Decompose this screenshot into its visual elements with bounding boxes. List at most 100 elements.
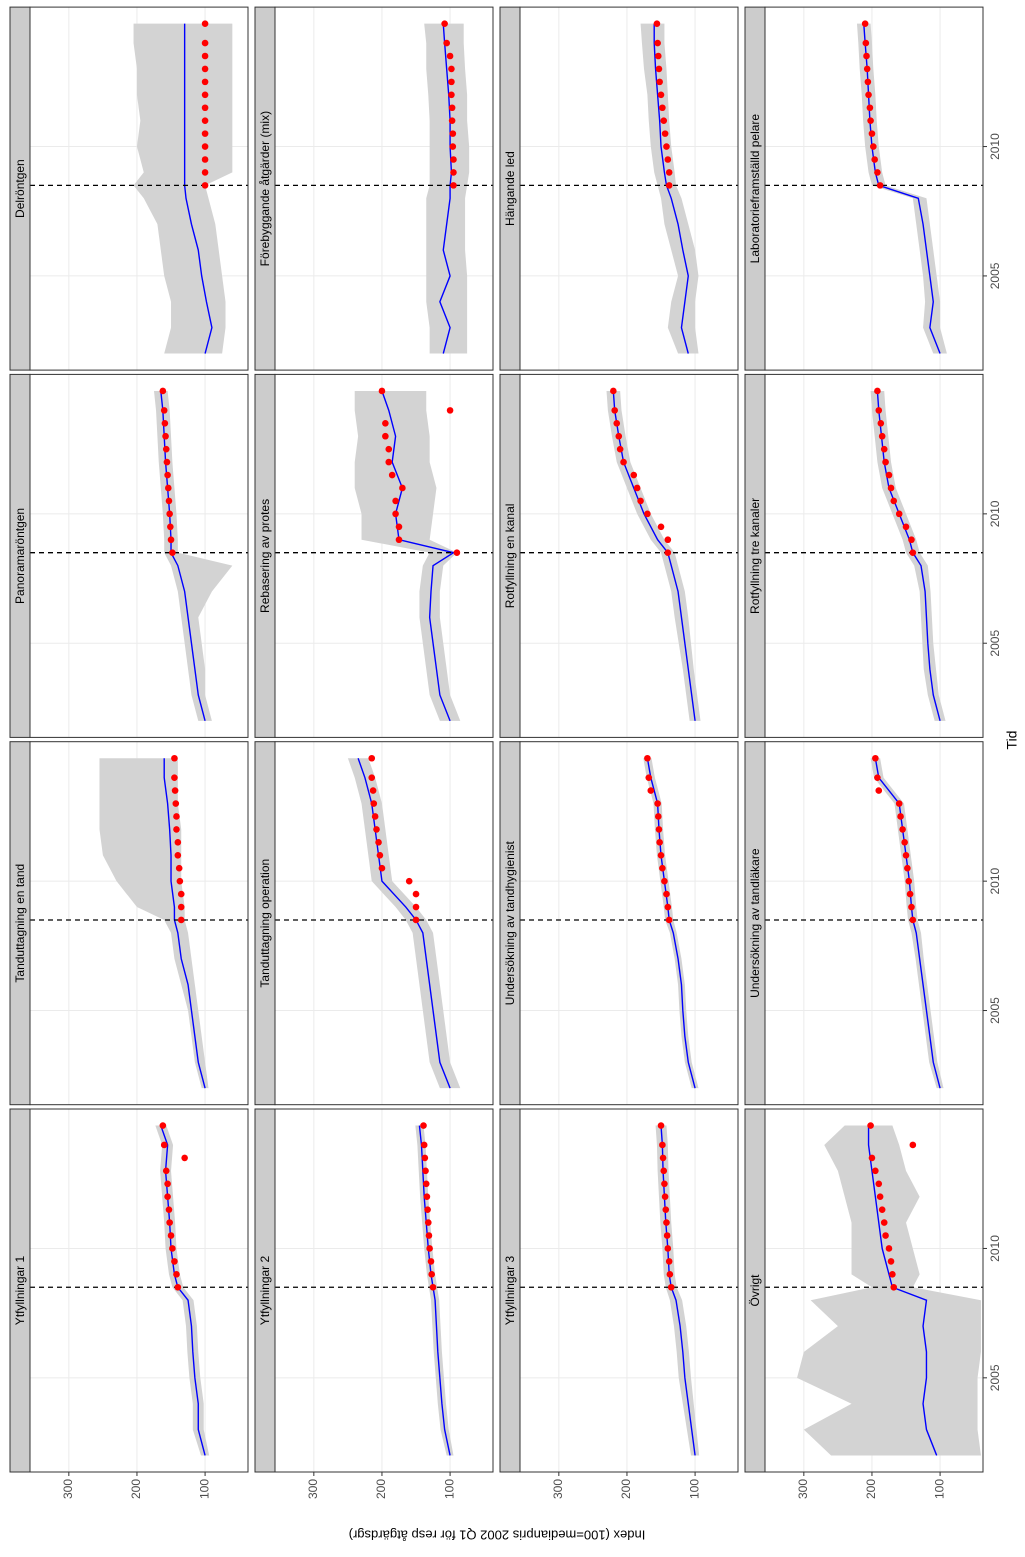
strip [744, 1108, 766, 1473]
price-point [441, 20, 448, 27]
price-point [905, 877, 913, 885]
price-point [395, 536, 403, 544]
price-point [654, 813, 662, 820]
price-point [164, 484, 172, 492]
price-point [450, 156, 457, 163]
price-point [656, 839, 663, 846]
price-point [909, 549, 917, 556]
price-point [656, 78, 663, 86]
price-point [392, 510, 399, 518]
price-point [889, 1271, 896, 1278]
price-point [424, 1206, 431, 1213]
confidence-band [856, 23, 947, 354]
strip [254, 373, 276, 738]
price-point [162, 1167, 170, 1175]
strip [499, 741, 521, 1106]
strip [499, 373, 521, 738]
x-tick-label: 2010 [988, 500, 1002, 527]
price-point [385, 458, 393, 466]
price-point [895, 800, 903, 807]
price-point [420, 1141, 428, 1149]
price-point [201, 39, 209, 47]
price-point [657, 91, 665, 99]
price-point [201, 91, 209, 99]
price-point [880, 445, 888, 453]
panel-background [520, 741, 738, 1105]
price-point [201, 143, 209, 150]
price-point [405, 877, 413, 885]
price-point [201, 169, 209, 176]
x-axis-title: Tid [1004, 731, 1020, 750]
strip [9, 741, 31, 1106]
price-point [177, 903, 185, 911]
panel-title: Tanduttagning operation [258, 859, 272, 988]
price-point [663, 1232, 671, 1239]
price-point [159, 1122, 167, 1129]
x-tick-label: 2010 [988, 867, 1002, 894]
price-point [448, 65, 455, 73]
price-point [422, 1180, 430, 1188]
price-point [664, 1245, 672, 1252]
price-point [909, 1141, 917, 1149]
price-point [664, 549, 672, 556]
price-point [378, 387, 386, 395]
price-point [201, 182, 209, 189]
y-tick-label: 200 [619, 1479, 633, 1499]
price-point [610, 387, 617, 395]
price-point [865, 91, 872, 99]
price-point [895, 510, 903, 518]
y-tick-label: 200 [374, 1479, 388, 1499]
price-point [382, 420, 389, 427]
price-point [164, 1180, 171, 1188]
price-point [169, 1245, 176, 1252]
price-point [880, 1219, 888, 1226]
price-point [448, 117, 456, 124]
price-point [665, 169, 673, 176]
price-point [163, 458, 171, 466]
price-point [657, 1122, 665, 1129]
panel-background [275, 1109, 493, 1472]
y-tick-label: 100 [197, 1479, 211, 1499]
price-point [368, 774, 376, 781]
panel-title: Delröntgen [13, 159, 27, 218]
price-point [665, 916, 673, 924]
y-tick-label: 100 [932, 1479, 946, 1499]
price-point [665, 182, 673, 189]
panel-title: Tanduttagning en tand [13, 864, 27, 983]
price-point [885, 471, 893, 479]
price-point [655, 826, 663, 833]
panel-title: Ytfyllningar 2 [258, 1255, 272, 1325]
price-point [654, 39, 661, 47]
price-point [176, 877, 184, 885]
panel-background [765, 741, 983, 1105]
price-point [201, 104, 209, 112]
price-point [453, 549, 461, 556]
price-point [875, 787, 883, 794]
price-point [160, 407, 168, 414]
price-point [659, 104, 666, 112]
y-tick-label: 300 [551, 1479, 565, 1499]
price-point [663, 143, 670, 150]
price-point [160, 1141, 168, 1149]
price-point [159, 387, 167, 395]
price-point [164, 1193, 171, 1201]
price-point [665, 1258, 673, 1265]
price-point [370, 800, 378, 807]
price-point [164, 471, 171, 479]
y-tick-label: 300 [306, 1479, 320, 1499]
price-point [653, 20, 661, 27]
price-point [663, 890, 670, 898]
panel-background [520, 374, 738, 738]
price-point [174, 851, 182, 859]
price-point [412, 890, 420, 898]
price-point [909, 916, 917, 924]
price-point [901, 839, 908, 846]
price-point [201, 117, 209, 124]
price-point [904, 864, 911, 872]
price-point [449, 130, 457, 137]
panel-title: Laboratorieframställd pelare [748, 114, 762, 264]
price-point [201, 65, 209, 73]
price-point [375, 839, 382, 846]
price-point [661, 1193, 669, 1201]
